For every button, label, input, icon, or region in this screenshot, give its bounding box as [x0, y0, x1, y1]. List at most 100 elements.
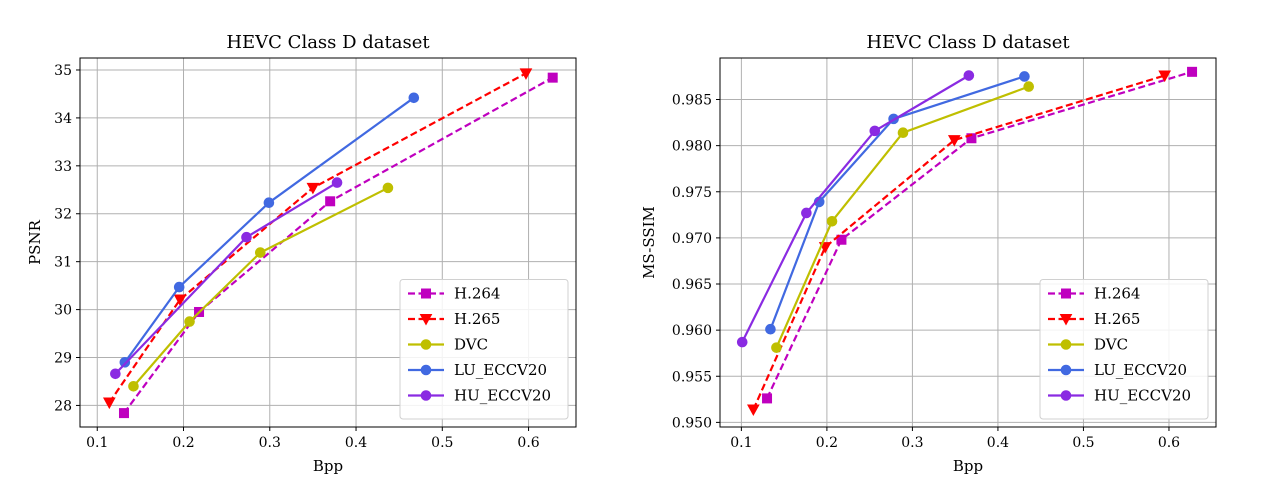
chart1-series-hu-eccv20-point	[241, 231, 252, 243]
chart1-series-hu-eccv20-point	[110, 368, 121, 380]
chart2-y-tick-label: 0.950	[672, 415, 712, 431]
ms-ssim-chart: 0.1 0.2 0.3 0.4 0.5 0.6 0.950 0.955 0.960 0.965 0.…	[640, 32, 1217, 475]
chart1-title: HEVC Class D dataset	[226, 32, 430, 53]
chart2-legend-marker-dvc	[1060, 339, 1072, 350]
chart1-legend-label-h-265: H.265	[454, 310, 500, 328]
chart2-legend-marker-h-265	[1059, 314, 1073, 326]
chart1-series-dvc-point	[254, 247, 266, 258]
chart1-legend-label-lu-eccv20: LU_ECCV20	[454, 361, 547, 379]
chart1-legend-label-h-264: H.264	[454, 285, 500, 303]
chart1-y-tick-label: 34	[54, 111, 72, 127]
chart2-legend-label-lu-eccv20: LU_ECCV20	[1094, 361, 1187, 379]
chart2-legend-marker-lu-eccv20	[1060, 364, 1072, 376]
chart1-y-tick-label: 32	[54, 207, 72, 223]
chart1-y-tick-label: 35	[54, 63, 72, 79]
chart2-x-tick-label: 0.4	[987, 435, 1009, 451]
chart2-series-h-264-point	[762, 393, 773, 404]
chart1-series-lu-eccv20-point	[408, 92, 420, 104]
chart1-series-lu-eccv20-point	[173, 281, 185, 293]
chart1-series-lu-eccv20-line	[124, 96, 415, 363]
chart1-y-axis-label: PSNR	[26, 219, 44, 264]
chart2-series-h-265-line	[752, 74, 1166, 410]
chart1-series-hu-eccv20-point	[331, 177, 343, 188]
chart2-series-h-265-point	[747, 404, 760, 417]
chart2-legend-label-dvc: DVC	[1094, 336, 1128, 354]
chart1-series-dvc-point	[184, 316, 195, 327]
chart2-y-tick-label: 0.980	[672, 139, 712, 155]
chart1-legend: H.264 H.265 DVC LU_ECCV20 HU_ECCV20	[399, 279, 569, 420]
chart2-legend-box	[1039, 279, 1209, 420]
chart2-x-tick-label: 0.5	[1072, 435, 1094, 451]
chart1-series-h-265-point	[173, 294, 187, 307]
chart2-series-h-265-point	[947, 135, 961, 147]
chart2-x-tick-label: 0.6	[1158, 435, 1180, 451]
chart2-series-hu-eccv20-point	[801, 207, 812, 219]
chart2-x-tick-label: 0.1	[730, 435, 752, 451]
chart2-series-hu-eccv20-line	[741, 74, 970, 343]
chart2-series-hu-eccv20-point	[963, 70, 975, 81]
chart1-x-axis-label: Bpp	[313, 457, 343, 475]
chart1-series-h-265-point	[519, 68, 533, 80]
chart2-x-tick-label: 0.2	[816, 435, 838, 451]
chart2-y-axis-label: MS-SSIM	[640, 206, 658, 279]
chart2-legend-label-hu-eccv20: HU_ECCV20	[1094, 387, 1191, 405]
chart1-y-tick-label: 28	[54, 398, 72, 414]
chart2-x-axis-label: Bpp	[953, 457, 983, 475]
chart2-series-h-265-point	[1158, 70, 1172, 83]
chart2-legend-label-h-264: H.264	[1094, 285, 1140, 303]
chart1-x-tick-label: 0.3	[259, 435, 281, 451]
chart1-y-tick-label: 29	[54, 351, 72, 367]
chart1-series-h-265-line	[108, 72, 527, 404]
chart1-series-h-265-point	[306, 182, 320, 195]
chart2-series-dvc-point	[1023, 81, 1035, 92]
chart1-series-h-265-point	[102, 397, 116, 410]
chart1-y-tick-label: 33	[54, 159, 72, 175]
chart1-legend-label-dvc: DVC	[454, 336, 488, 354]
chart2-series-dvc-point	[897, 127, 909, 139]
chart1-x-tick-label: 0.2	[172, 435, 194, 451]
chart1-series-h-264-point	[325, 196, 336, 207]
chart1-y-tick-label: 31	[54, 255, 72, 271]
chart1-legend-box	[399, 279, 569, 420]
chart1-series-dvc-point	[382, 182, 394, 194]
chart1-series-h-264-point	[118, 408, 129, 419]
chart2-series-lu-eccv20-line	[769, 75, 1025, 330]
chart2-legend-marker-h-264	[1061, 288, 1071, 299]
chart2-series-dvc-point	[826, 215, 838, 227]
chart2-x-tick-label: 0.3	[901, 435, 923, 451]
chart1-x-tick-label: 0.5	[431, 435, 453, 451]
chart2-series-h-264-point	[1187, 66, 1198, 77]
chart2-series-dvc-line	[775, 85, 1030, 349]
chart2-series-h-264-point	[836, 234, 847, 245]
chart2-legend: H.264 H.265 DVC LU_ECCV20 HU_ECCV20	[1039, 279, 1209, 420]
chart1-x-tick-label: 0.4	[345, 435, 367, 451]
chart1-series-dvc-line	[132, 186, 389, 388]
chart2-series-hu-eccv20-point	[869, 125, 881, 137]
chart1-x-tick-label: 0.6	[517, 435, 539, 451]
chart2-y-tick-label: 0.985	[672, 93, 712, 109]
chart1-series-dvc-point	[128, 380, 139, 392]
chart1-legend-label-hu-eccv20: HU_ECCV20	[454, 387, 551, 405]
chart2-series-lu-eccv20-point	[1019, 71, 1030, 82]
chart1-legend-marker-dvc	[420, 339, 432, 350]
chart1-legend-marker-h-264	[421, 288, 431, 299]
chart2-series-h-264-line	[766, 70, 1193, 399]
chart2-y-tick-label: 0.975	[672, 185, 712, 201]
chart1-series-lu-eccv20-point	[263, 197, 275, 209]
chart2-y-tick-label: 0.960	[672, 323, 712, 339]
chart2-title: HEVC Class D dataset	[866, 32, 1070, 53]
chart2-legend-label-h-265: H.265	[1094, 310, 1140, 328]
chart2-y-tick-label: 0.965	[672, 277, 712, 293]
chart1-series-h-264-point	[547, 72, 558, 83]
chart1-series-h-264-line	[123, 76, 554, 414]
chart2-series-lu-eccv20-point	[765, 323, 776, 335]
chart1-x-tick-label: 0.1	[86, 435, 108, 451]
chart1-axes-frame	[79, 57, 577, 428]
chart2-axes-frame	[719, 57, 1217, 428]
chart1-y-tick-label: 30	[54, 303, 72, 319]
chart2-series-dvc-point	[771, 342, 782, 353]
chart1-legend-marker-lu-eccv20	[420, 364, 432, 376]
chart2-y-tick-label: 0.970	[672, 231, 712, 247]
chart1-legend-marker-hu-eccv20	[420, 390, 432, 401]
